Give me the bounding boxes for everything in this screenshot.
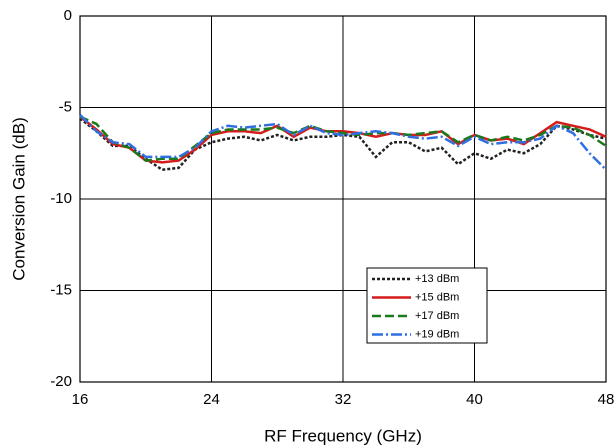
x-axis-label: RF Frequency (GHz) bbox=[264, 426, 422, 445]
plot-frame bbox=[79, 15, 607, 383]
legend-label: +15 dBm bbox=[415, 291, 459, 303]
x-tick-label: 24 bbox=[203, 391, 220, 408]
y-tick-label: -20 bbox=[50, 373, 72, 390]
legend-label: +17 dBm bbox=[415, 310, 459, 322]
legend-label: +19 dBm bbox=[415, 328, 459, 340]
x-tick-label: 16 bbox=[72, 391, 89, 408]
y-tick-label: -5 bbox=[59, 98, 72, 115]
y-tick-label: 0 bbox=[64, 7, 72, 24]
series-line bbox=[79, 113, 607, 171]
series-line bbox=[79, 115, 607, 162]
series-line bbox=[79, 117, 607, 172]
x-tick-label: 40 bbox=[466, 391, 483, 408]
x-tick-label: 32 bbox=[335, 391, 352, 408]
x-tick-label: 48 bbox=[598, 391, 615, 408]
legend-label: +13 dBm bbox=[415, 273, 459, 285]
legend: +13 dBm +15 dBm +17 dBm +19 dBm bbox=[366, 267, 488, 344]
y-tick-label: -10 bbox=[50, 190, 72, 207]
legend-box bbox=[366, 267, 488, 344]
y-tick-label: -15 bbox=[50, 281, 72, 298]
y-axis-label: Conversion Gain (dB) bbox=[9, 117, 28, 280]
